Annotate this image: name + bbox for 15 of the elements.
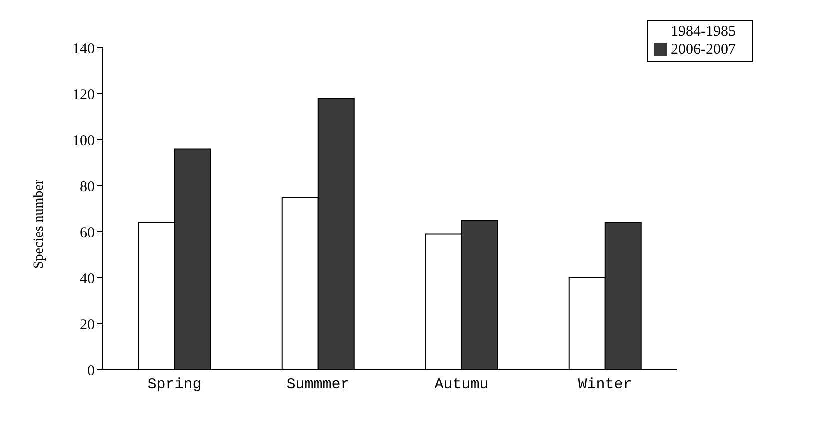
x-tick-label: Spring [148,376,202,394]
text: 1984-1985 [671,24,736,40]
x-tick-label: Winter [578,376,632,394]
y-tick-label: 20 [80,317,95,334]
y-tick-label: 40 [80,271,95,288]
x-tick-label: Summmer [286,376,350,394]
y-tick-label: 140 [72,41,95,58]
x-tick-label: Autumu [434,376,489,394]
y-tick-label: 120 [72,87,95,104]
legend-label: 2006-2007 [671,42,736,58]
y-tick-label: 60 [80,225,95,242]
y-tick-label: 0 [88,363,95,380]
y-axis-title: Species number [32,180,47,269]
y-tick-label: 80 [80,179,95,196]
y-tick-label: 100 [72,133,95,150]
